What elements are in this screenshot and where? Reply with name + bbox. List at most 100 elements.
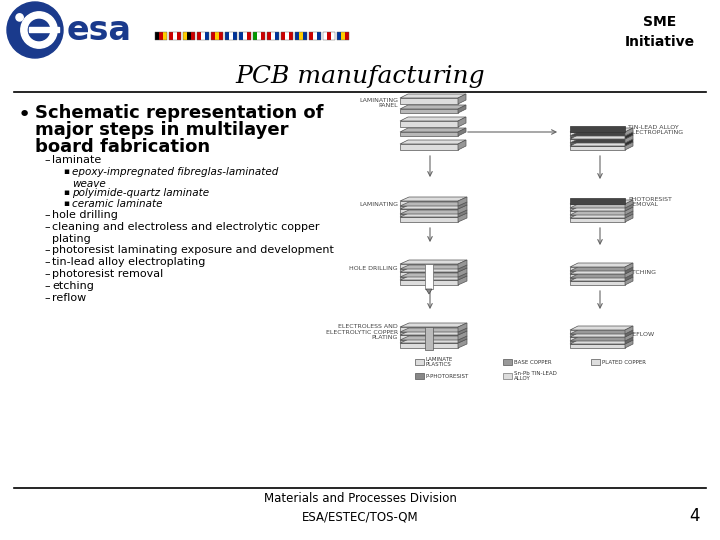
- Polygon shape: [458, 210, 467, 217]
- Bar: [295, 32, 299, 40]
- Bar: [415, 359, 424, 365]
- Bar: [337, 32, 341, 40]
- Polygon shape: [570, 263, 633, 267]
- Text: Materials and Processes Division
ESA/ESTEC/TOS-QM: Materials and Processes Division ESA/EST…: [264, 492, 456, 523]
- Bar: [229, 32, 233, 40]
- Bar: [173, 32, 177, 40]
- Bar: [570, 218, 625, 222]
- Polygon shape: [625, 333, 633, 341]
- Text: photoresist removal: photoresist removal: [52, 269, 163, 279]
- Polygon shape: [400, 276, 467, 280]
- Bar: [425, 264, 433, 289]
- Text: epoxy-impregnated fibreglas-laminated
weave: epoxy-impregnated fibreglas-laminated we…: [72, 167, 279, 190]
- Bar: [281, 32, 285, 40]
- Polygon shape: [625, 277, 633, 285]
- Text: PLATED COPPER: PLATED COPPER: [602, 360, 646, 365]
- Bar: [247, 32, 251, 40]
- Text: –: –: [44, 245, 50, 255]
- Text: laminate: laminate: [52, 155, 102, 165]
- Bar: [183, 32, 187, 40]
- Text: etching: etching: [52, 281, 94, 291]
- Bar: [159, 32, 163, 40]
- Bar: [309, 32, 321, 40]
- Polygon shape: [570, 274, 633, 278]
- Polygon shape: [458, 140, 466, 150]
- Polygon shape: [400, 213, 467, 217]
- Bar: [570, 337, 625, 341]
- Bar: [299, 32, 303, 40]
- Text: major steps in multilayer: major steps in multilayer: [35, 121, 289, 139]
- Polygon shape: [625, 214, 633, 222]
- Text: HOLE DRILLING: HOLE DRILLING: [349, 266, 398, 271]
- Bar: [570, 215, 625, 218]
- Bar: [570, 139, 625, 143]
- Bar: [289, 32, 293, 40]
- Bar: [177, 32, 181, 40]
- Polygon shape: [625, 135, 633, 143]
- Text: LAMINATING
PANEL: LAMINATING PANEL: [359, 98, 398, 109]
- Bar: [400, 144, 458, 150]
- Bar: [261, 32, 265, 40]
- Circle shape: [21, 12, 57, 48]
- Bar: [400, 280, 458, 285]
- Polygon shape: [570, 135, 633, 139]
- Polygon shape: [458, 339, 467, 348]
- Polygon shape: [625, 207, 633, 215]
- Polygon shape: [400, 117, 466, 121]
- Bar: [309, 32, 313, 40]
- Text: –: –: [44, 257, 50, 267]
- Polygon shape: [400, 336, 467, 340]
- Polygon shape: [458, 328, 467, 335]
- Bar: [155, 32, 167, 40]
- Bar: [425, 327, 433, 350]
- Text: ▪: ▪: [63, 188, 69, 197]
- Polygon shape: [625, 128, 633, 136]
- Circle shape: [16, 14, 23, 21]
- Text: tin-lead alloy electroplating: tin-lead alloy electroplating: [52, 257, 205, 267]
- Bar: [239, 32, 251, 40]
- Bar: [400, 264, 458, 269]
- Bar: [400, 340, 458, 343]
- Text: SME
Initiative: SME Initiative: [625, 15, 695, 49]
- Bar: [400, 277, 458, 280]
- Bar: [570, 146, 625, 150]
- Text: P-PHOTORESIST: P-PHOTORESIST: [426, 374, 469, 379]
- Bar: [271, 32, 275, 40]
- Polygon shape: [458, 105, 466, 113]
- Polygon shape: [400, 94, 466, 98]
- Bar: [187, 32, 191, 40]
- Bar: [503, 373, 512, 379]
- Polygon shape: [426, 289, 432, 294]
- Bar: [215, 32, 219, 40]
- Bar: [400, 327, 458, 332]
- Bar: [313, 32, 317, 40]
- Bar: [400, 98, 458, 104]
- Bar: [163, 32, 167, 40]
- Bar: [331, 32, 335, 40]
- Bar: [281, 32, 293, 40]
- Bar: [570, 132, 625, 136]
- Text: reflow: reflow: [52, 293, 86, 303]
- Text: BASE COPPER: BASE COPPER: [514, 360, 552, 365]
- Bar: [197, 32, 209, 40]
- Bar: [183, 32, 195, 40]
- Polygon shape: [625, 139, 633, 146]
- Bar: [267, 32, 271, 40]
- Polygon shape: [458, 268, 467, 277]
- Polygon shape: [570, 142, 633, 146]
- Bar: [570, 274, 625, 278]
- Polygon shape: [400, 197, 467, 201]
- Bar: [205, 32, 209, 40]
- Text: –: –: [44, 281, 50, 291]
- Polygon shape: [400, 328, 467, 332]
- Bar: [570, 267, 625, 271]
- Polygon shape: [400, 140, 466, 144]
- Bar: [253, 32, 257, 40]
- Text: photoresist laminating exposure and development: photoresist laminating exposure and deve…: [52, 245, 334, 255]
- Bar: [295, 32, 307, 40]
- Bar: [570, 126, 625, 132]
- Bar: [341, 32, 345, 40]
- Polygon shape: [570, 340, 633, 344]
- Bar: [400, 332, 458, 335]
- Polygon shape: [400, 339, 467, 343]
